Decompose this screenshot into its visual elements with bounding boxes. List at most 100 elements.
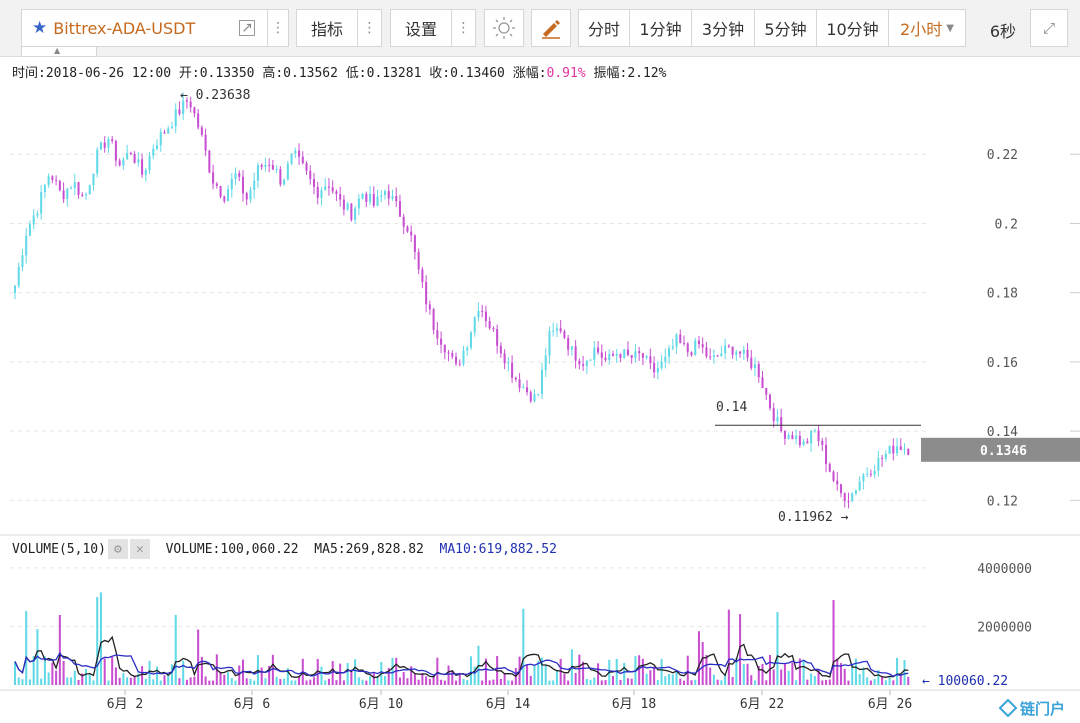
candle-body	[144, 170, 147, 175]
settings-menu-button[interactable]: ⋮	[451, 9, 476, 47]
candle-body	[499, 345, 502, 354]
volume-bar	[877, 670, 880, 685]
volume-bar	[84, 669, 88, 685]
volume-bar	[305, 680, 308, 685]
external-link-icon[interactable]: ↗	[239, 20, 255, 36]
volume-bar	[51, 662, 54, 685]
settings-button[interactable]: 设置	[390, 9, 452, 47]
candle-body	[881, 457, 884, 459]
fullscreen-button[interactable]: ⤢	[1030, 9, 1068, 47]
draw-tool-button[interactable]	[531, 9, 571, 47]
candle-body	[294, 150, 297, 154]
volume-bar	[567, 680, 570, 685]
candle-body	[421, 269, 424, 283]
volume-bar	[765, 680, 768, 685]
ma10-line	[14, 651, 909, 677]
candle-body	[892, 445, 895, 454]
candle-body	[682, 342, 686, 344]
interval-1[interactable]: 1分钟	[629, 9, 692, 47]
volume-bar	[597, 663, 600, 685]
close-icon[interactable]: ✕	[129, 539, 150, 559]
candle-body	[709, 356, 712, 358]
candle-body	[410, 231, 413, 236]
volume-bar	[626, 678, 629, 685]
volume-title: VOLUME(5,10)	[12, 541, 106, 557]
time-axis-label: 6月 10	[359, 697, 403, 712]
volume-bar	[309, 679, 312, 685]
volume-info-bar: VOLUME(5,10) ⚙ ✕ VOLUME:100,060.22 MA5:2…	[12, 539, 557, 559]
candle-body	[189, 101, 192, 108]
candle-body	[43, 184, 46, 193]
candle-body	[600, 352, 603, 358]
volume-bar	[70, 677, 73, 685]
symbol-menu-button[interactable]: ⋮	[267, 9, 289, 47]
volume-bar	[66, 677, 69, 685]
volume-bar	[869, 680, 872, 685]
volume-bar	[163, 675, 166, 685]
volume-bar	[668, 674, 671, 685]
candle-body	[701, 344, 704, 348]
volume-bar	[544, 665, 547, 685]
volume-bar	[735, 658, 738, 685]
volume-bar	[99, 592, 102, 685]
candle-body	[742, 349, 745, 354]
symbol-dropdown-tab[interactable]: ▲	[21, 46, 97, 57]
candle-body	[791, 435, 794, 440]
theme-toggle-button[interactable]	[484, 9, 524, 47]
volume-bar	[58, 615, 61, 685]
star-icon[interactable]: ★	[32, 18, 48, 38]
candle-body	[58, 180, 61, 191]
volume-bar	[881, 676, 884, 685]
volume-bar	[312, 677, 316, 685]
candle-body	[159, 132, 162, 146]
volume-bar	[346, 663, 349, 685]
volume-bar	[443, 680, 446, 685]
logo-text: 链门户	[1020, 700, 1065, 718]
time-axis-label: 6月 22	[740, 697, 784, 712]
volume-bar	[697, 631, 700, 685]
volume-bar	[907, 676, 910, 685]
volume-bar	[103, 658, 106, 685]
candle-body	[40, 192, 43, 214]
candle-body	[126, 153, 129, 160]
candle-body	[212, 172, 215, 184]
indicator-button[interactable]: 指标	[296, 9, 358, 47]
interval-5[interactable]: 2小时 ▼	[888, 9, 966, 47]
volume-bar	[499, 678, 502, 685]
volume-bar	[727, 609, 730, 685]
candle-body	[836, 480, 839, 485]
volume-bar	[555, 669, 558, 685]
candle-body	[753, 364, 757, 369]
volume-bar	[268, 665, 271, 685]
symbol-selector[interactable]: ★ Bittrex-ADA-USDT ↗	[21, 9, 268, 47]
candle-body	[249, 190, 252, 200]
volume-bar	[507, 680, 510, 685]
volume-bar	[638, 655, 641, 685]
volume-bar	[821, 680, 824, 685]
volume-bar	[144, 678, 147, 685]
indicator-menu-button[interactable]: ⋮	[357, 9, 382, 47]
volume-bar	[167, 674, 170, 685]
interval-3[interactable]: 5分钟	[754, 9, 817, 47]
candle-body	[99, 142, 102, 150]
interval-4[interactable]: 10分钟	[816, 9, 889, 47]
gear-icon[interactable]: ⚙	[107, 539, 128, 559]
refresh-rate-label[interactable]: 6秒	[989, 22, 1016, 41]
volume-bar	[854, 658, 857, 685]
candle-body	[877, 457, 880, 471]
volume-bar	[43, 656, 46, 685]
candle-body	[484, 311, 487, 322]
volume-bar	[753, 680, 757, 685]
interval-0[interactable]: 分时	[578, 9, 630, 47]
candle-body	[828, 463, 831, 472]
interval-2[interactable]: 3分钟	[691, 9, 755, 47]
candle-body	[686, 343, 689, 353]
candle-body	[346, 203, 349, 210]
candle-body	[238, 173, 241, 177]
volume-bar	[290, 680, 293, 685]
candle-body	[757, 364, 760, 378]
candle-body	[260, 165, 263, 167]
candle-body	[522, 387, 525, 389]
candle-body	[92, 173, 95, 186]
